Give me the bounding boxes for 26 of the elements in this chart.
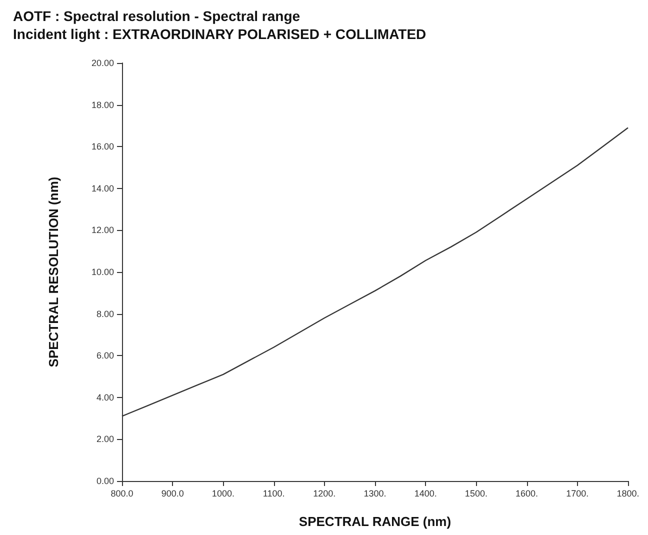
chart-title: AOTF : Spectral resolution - Spectral range [13, 8, 300, 24]
x-tick-label: 1300. [364, 488, 386, 498]
y-tick-label: 16.00 [91, 142, 114, 152]
x-tick-label: 1700. [566, 488, 589, 498]
y-tick-label: 0.00 [96, 476, 114, 486]
y-tick-label: 2.00 [96, 434, 114, 444]
x-tick-label: 1500. [464, 488, 488, 498]
x-tick-label: 1400. [414, 488, 437, 498]
y-axis-title: SPECTRAL RESOLUTION (nm) [46, 176, 61, 368]
y-tick-label: 4.00 [96, 392, 114, 402]
y-tick-label: 14.00 [91, 183, 114, 194]
x-tick-label: 900.0 [161, 488, 184, 498]
y-tick-label: 6.00 [96, 350, 114, 361]
x-axis-title: SPECTRAL RANGE (nm) [298, 514, 452, 529]
x-tick-label: 1600. [516, 488, 538, 498]
x-tick-label: 800.0 [110, 488, 134, 498]
y-tick-label: 18.00 [91, 100, 114, 110]
chart-subtitle: Incident light : EXTRAORDINARY POLARISED + COLLIMATED [13, 26, 426, 42]
x-tick-label: 1100. [262, 488, 285, 498]
x-tick-label: 1800. [616, 488, 640, 498]
x-tick-label: 1000. [212, 488, 234, 498]
y-tick-label: 12.00 [91, 225, 114, 236]
x-tick-label: 1200. [313, 488, 336, 498]
y-tick-label: 8.00 [96, 308, 114, 319]
y-tick-label: 20.00 [91, 58, 114, 68]
y-tick-label: 10.00 [91, 267, 114, 277]
